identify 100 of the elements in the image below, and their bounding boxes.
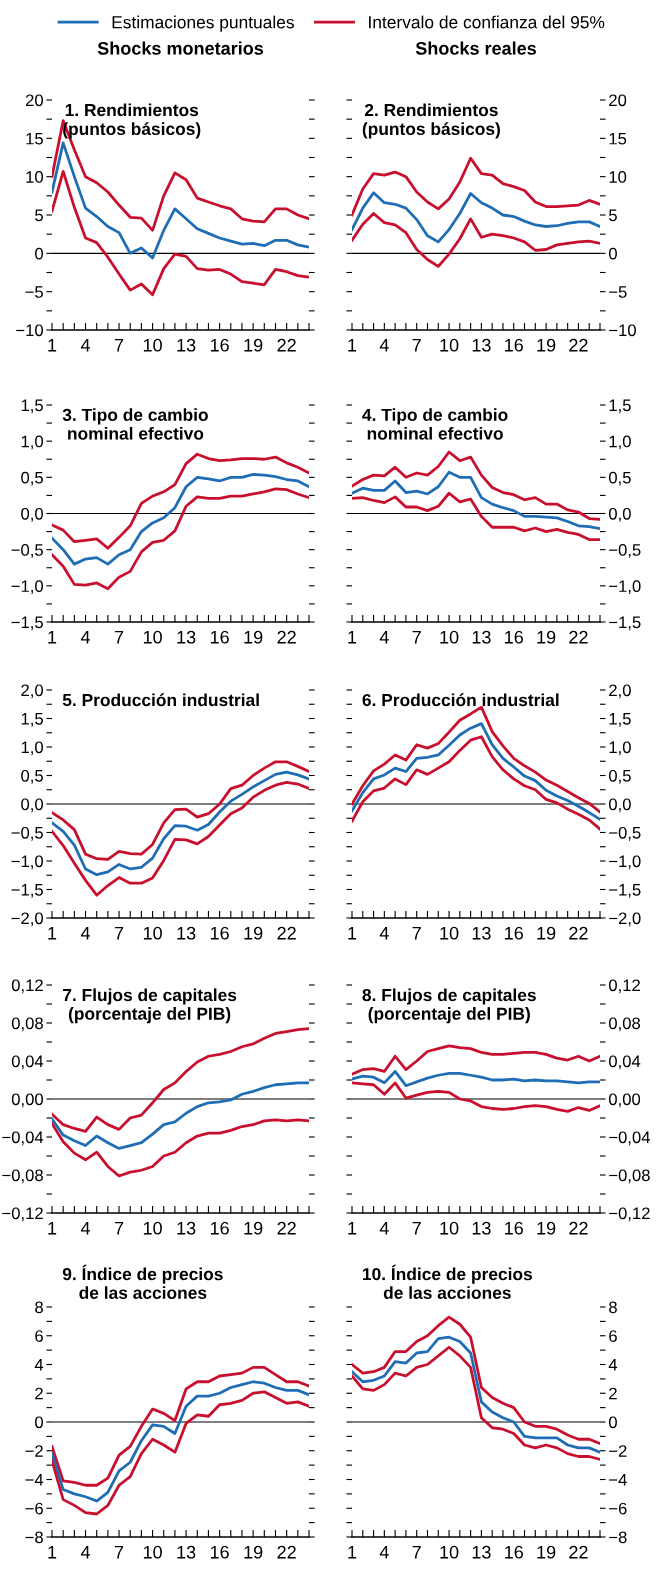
text: 3. Tipo de cambio nominal efectivo <box>62 408 208 440</box>
y-tick-label: 0,00 <box>11 1093 44 1108</box>
y-tick-label: 20 <box>609 94 627 107</box>
x-tick-label: 19 <box>244 1221 263 1235</box>
y-tick-label: −10 <box>609 324 636 337</box>
chart-subtitle: Shocks monetarios <box>97 41 264 55</box>
x-tick-label: 1 <box>348 631 357 644</box>
y-tick-label: −1,5 <box>609 616 641 631</box>
x-tick-label: 19 <box>244 630 263 644</box>
y-tick-label: −8 <box>609 1531 627 1544</box>
y-tick-label: 5 <box>35 209 43 222</box>
x-tick-label: 13 <box>472 926 491 940</box>
x-tick-label: 10 <box>143 630 162 644</box>
x-tick-label: 4 <box>80 1222 91 1235</box>
x-tick-label: 10 <box>440 926 459 940</box>
y-tick-label: 0,0 <box>608 798 631 813</box>
y-tick-label: 0,5 <box>21 471 43 486</box>
y-tick-label: −5 <box>25 286 43 298</box>
x-tick-label: 4 <box>80 339 91 352</box>
y-tick-label: −1,5 <box>11 884 43 898</box>
y-tick-label: 6 <box>35 1330 43 1342</box>
y-tick-label: 0,12 <box>608 979 640 994</box>
x-tick-label: 22 <box>569 926 588 940</box>
x-tick-label: 10 <box>440 1221 459 1235</box>
x-tick-label: 4 <box>379 1222 389 1235</box>
y-tick-label: −0,5 <box>609 826 641 841</box>
x-tick-label: 22 <box>569 1545 588 1559</box>
x-tick-label: 13 <box>177 338 196 352</box>
y-tick-label: 15 <box>26 132 43 145</box>
x-tick-label: 19 <box>537 926 556 940</box>
y-tick-label: 10 <box>609 171 627 183</box>
y-tick-label: 10 <box>26 171 44 183</box>
y-tick-label: −5 <box>609 286 627 298</box>
x-tick-label: 13 <box>177 1545 196 1559</box>
y-tick-label: 8 <box>35 1301 43 1314</box>
y-tick-label: 0 <box>608 1416 617 1429</box>
x-tick-label: 19 <box>537 630 556 644</box>
y-tick-label: 0,5 <box>608 769 631 784</box>
y-tick-label: −0,04 <box>609 1131 651 1146</box>
y-tick-label: 1,0 <box>609 435 631 450</box>
x-tick-label: 19 <box>244 1545 263 1559</box>
y-tick-label: −0,04 <box>2 1131 44 1146</box>
y-tick-label: −2,0 <box>11 912 44 927</box>
x-tick-label: 4 <box>80 631 91 644</box>
y-tick-label: 4 <box>608 1359 618 1371</box>
y-tick-label: 1,5 <box>609 713 631 727</box>
x-tick-label: 1 <box>348 1222 357 1235</box>
y-tick-label: −1,5 <box>11 616 43 631</box>
y-tick-label: −0,5 <box>11 826 43 841</box>
x-tick-label: 7 <box>412 631 421 644</box>
x-tick-label: 19 <box>244 338 263 352</box>
x-tick-label: 4 <box>379 631 389 644</box>
x-tick-label: 16 <box>210 1221 229 1235</box>
y-tick-label: −6 <box>609 1502 627 1515</box>
chart-title: 9. Índice de precios de las acciones <box>62 1264 223 1299</box>
x-tick-label: 4 <box>80 1546 91 1559</box>
y-tick-label: −1,0 <box>609 580 641 595</box>
y-tick-label: 0,12 <box>11 979 43 994</box>
x-tick-label: 4 <box>379 339 389 352</box>
x-tick-label: 22 <box>277 338 296 352</box>
x-tick-label: 1 <box>48 927 57 940</box>
text: 7. Flujos de capitales (porcentaje del PIB) <box>63 988 237 1024</box>
y-tick-label: 0,04 <box>11 1055 44 1070</box>
x-tick-label: 4 <box>379 1546 389 1559</box>
x-tick-label: 4 <box>379 927 389 940</box>
y-tick-label: 4 <box>34 1359 44 1371</box>
y-tick-label: 0,5 <box>608 471 631 486</box>
x-tick-label: 16 <box>210 338 229 352</box>
y-tick-label: −0,12 <box>2 1207 43 1222</box>
y-tick-label: 2 <box>35 1387 43 1400</box>
x-tick-label: 16 <box>210 926 229 940</box>
x-tick-label: 10 <box>440 338 459 352</box>
x-tick-label: 16 <box>210 630 229 644</box>
y-tick-label: −1,0 <box>609 855 641 870</box>
y-tick-label: 1,5 <box>609 399 631 414</box>
x-tick-label: 16 <box>505 1221 523 1235</box>
y-tick-label: −8 <box>25 1531 43 1544</box>
x-tick-label: 7 <box>114 631 124 644</box>
text: 4. Tipo de cambio nominal efectivo <box>362 408 508 440</box>
x-tick-label: 13 <box>472 338 491 352</box>
y-tick-label: 1,0 <box>609 741 631 756</box>
x-tick-label: 13 <box>472 630 491 644</box>
y-tick-label: 0,0 <box>21 507 44 522</box>
x-tick-label: 16 <box>210 1545 229 1559</box>
y-tick-label: 0,08 <box>11 1017 43 1032</box>
y-tick-label: −1,5 <box>609 884 641 898</box>
legend-label: Intervalo de confianza del 95% <box>369 15 605 29</box>
x-tick-label: 22 <box>277 1545 296 1559</box>
y-tick-label: −0,08 <box>609 1169 650 1184</box>
y-tick-label: −6 <box>25 1502 43 1515</box>
x-tick-label: 1 <box>348 339 357 352</box>
y-tick-label: 0,5 <box>21 769 43 784</box>
y-tick-label: 0,00 <box>608 1093 641 1108</box>
y-tick-label: 0 <box>35 247 44 260</box>
text: 2. Rendimientos (puntos básicos) <box>362 103 500 139</box>
y-tick-label: −2 <box>609 1445 627 1457</box>
y-tick-label: 1,5 <box>21 713 43 727</box>
x-tick-label: 1 <box>48 1546 57 1559</box>
y-tick-label: 8 <box>609 1301 617 1314</box>
x-tick-label: 13 <box>472 1545 491 1559</box>
